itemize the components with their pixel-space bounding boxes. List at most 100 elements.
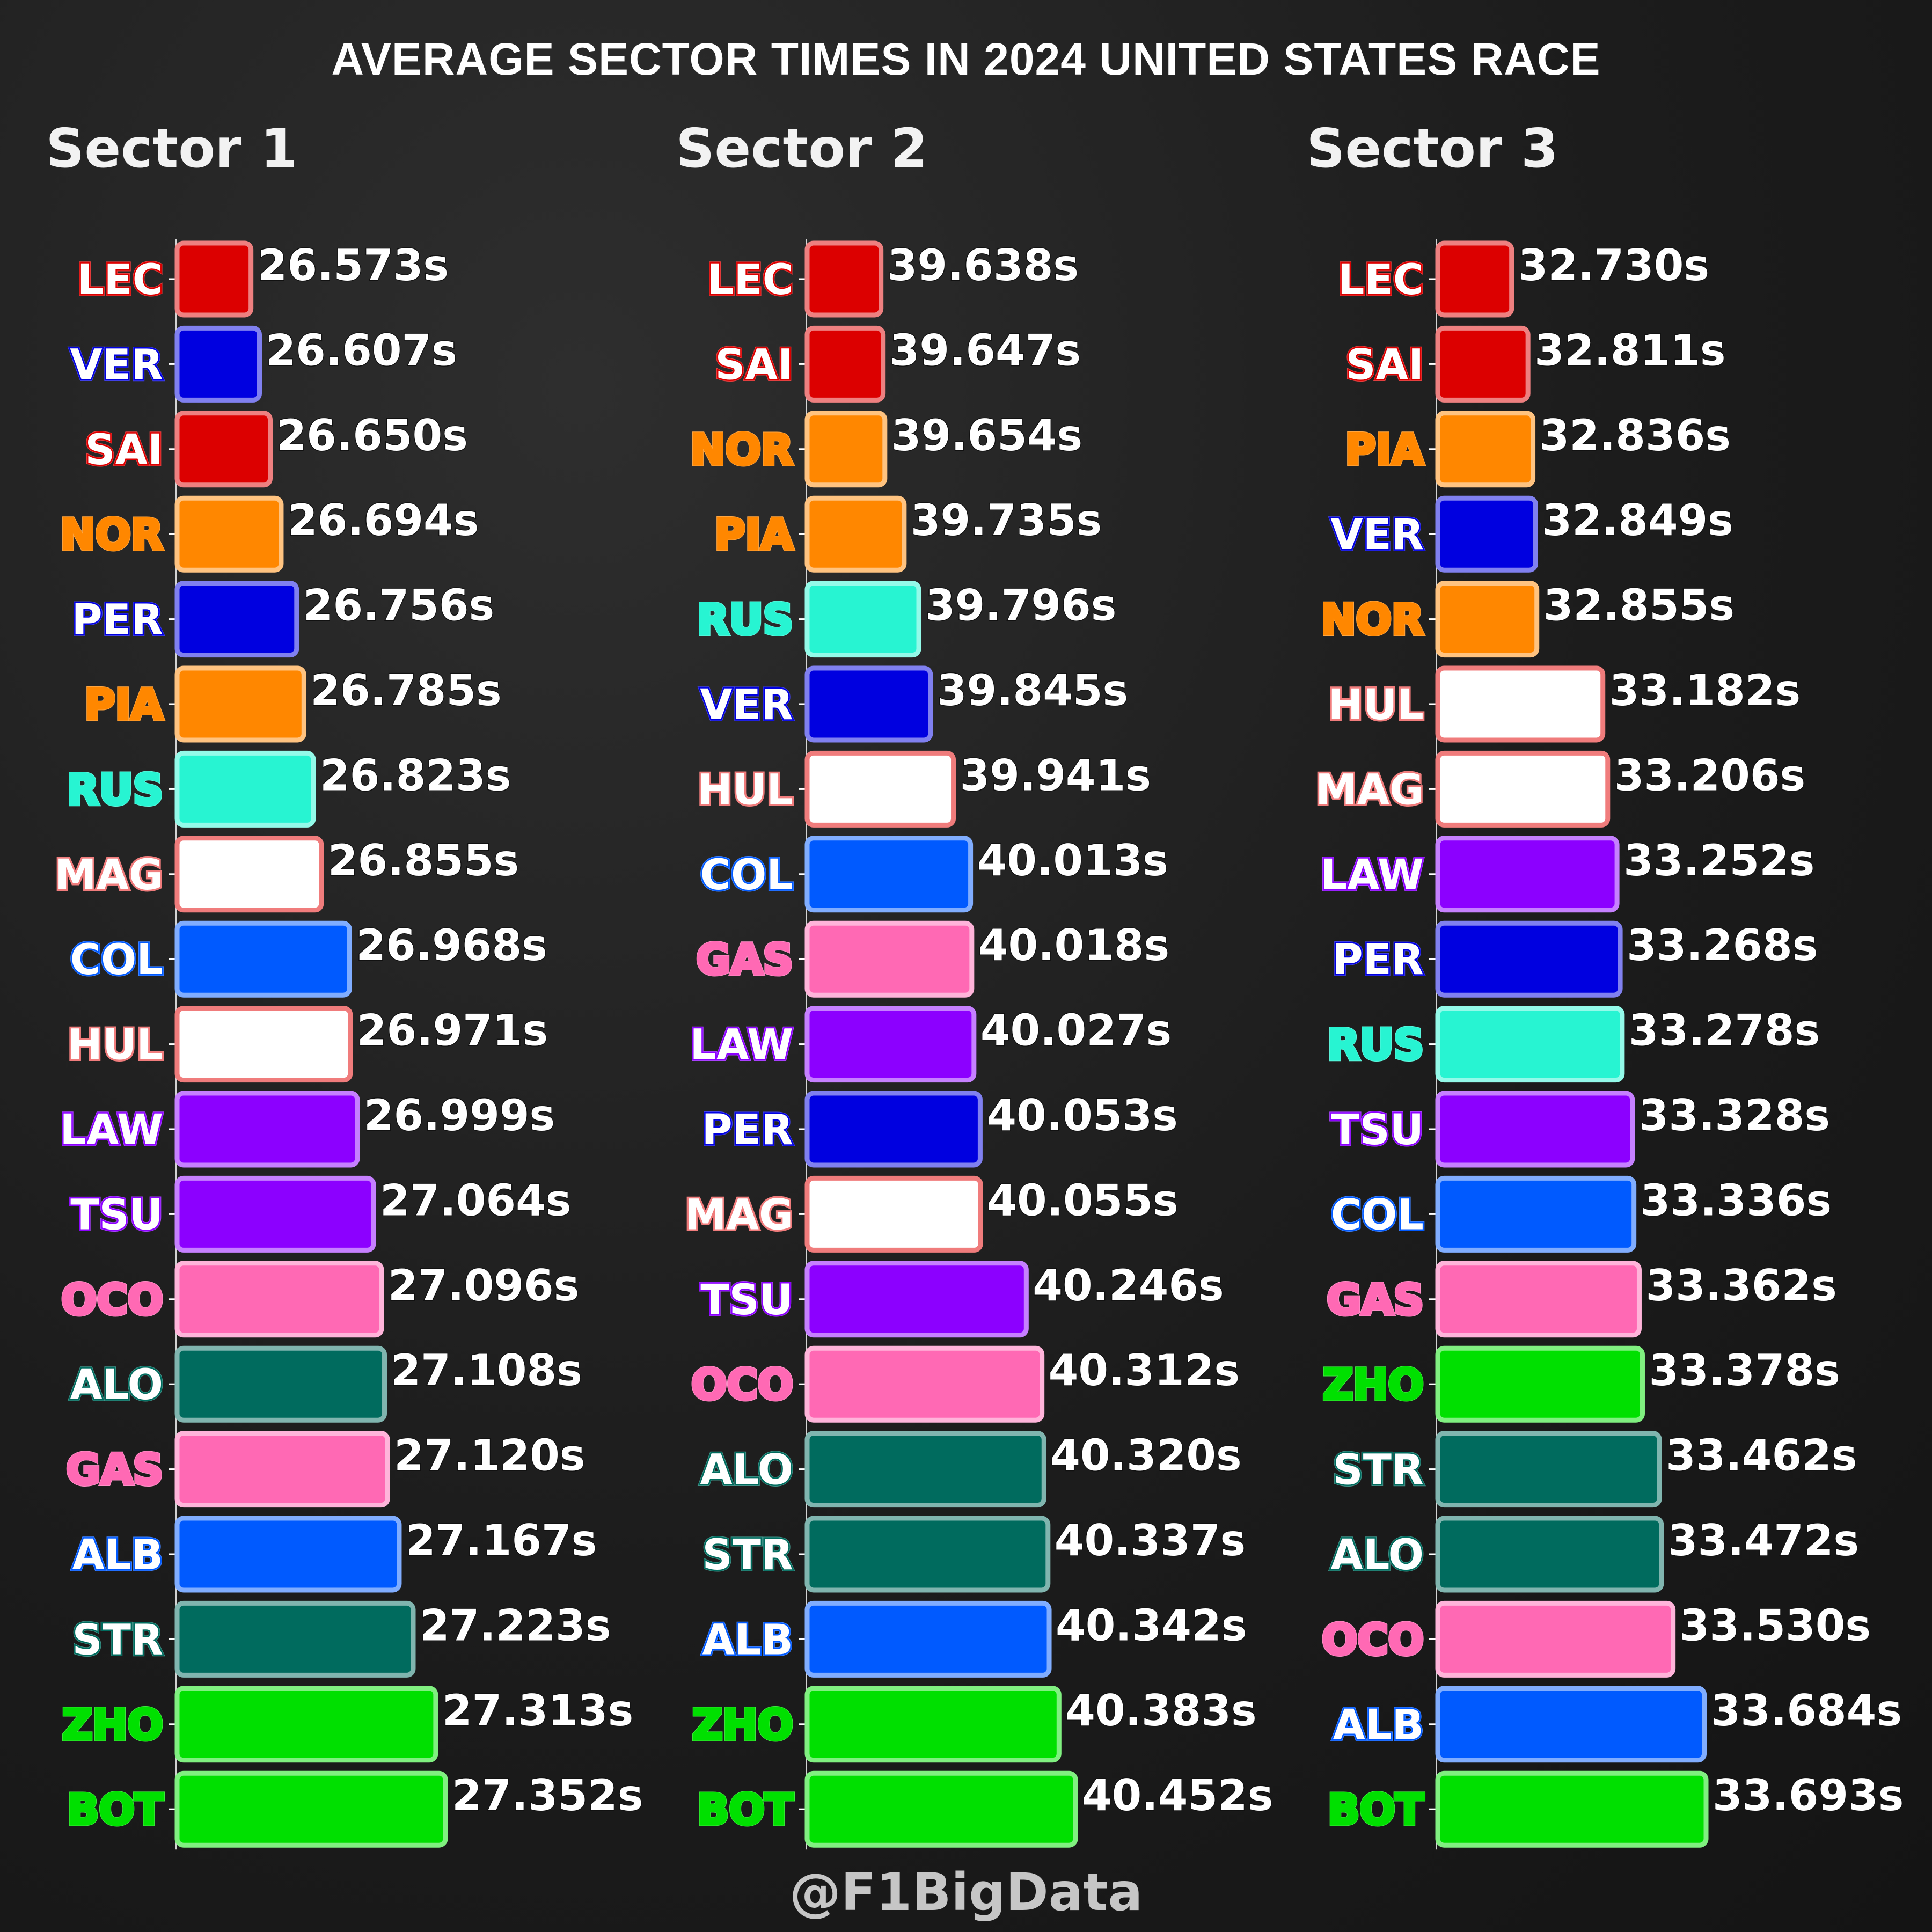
bar-alb (174, 1516, 402, 1593)
value-label-sai: 39.647s (890, 325, 1081, 375)
driver-label-text-col: COL (70, 936, 163, 984)
bar-bot (804, 1770, 1078, 1848)
driver-label-text-rus: RUS (67, 766, 163, 814)
driver-label-text-alo: ALO (70, 1361, 163, 1409)
bar-str (804, 1516, 1051, 1593)
bar-str (1435, 1431, 1662, 1508)
driver-label-gas: GAS (66, 1446, 163, 1495)
bar-hul (1435, 665, 1606, 743)
driver-label-text-bot: BOT (697, 1786, 793, 1834)
value-label-str: 27.223s (420, 1600, 611, 1650)
driver-label-gas: GAS (1327, 1276, 1424, 1324)
value-label-mag: 33.206s (1614, 750, 1805, 800)
driver-label-per: PER (1332, 936, 1424, 984)
bar-ver (174, 325, 262, 402)
driver-label-nor: NOR (60, 511, 163, 559)
bar-sai (804, 325, 886, 402)
value-label-zho: 27.313s (442, 1686, 633, 1736)
value-label-zho: 40.383s (1065, 1686, 1256, 1736)
driver-label-zho: ZHO (692, 1701, 793, 1750)
value-label-law: 26.999s (364, 1091, 555, 1140)
value-label-per: 33.268s (1627, 920, 1818, 970)
driver-label-text-col: COL (700, 851, 793, 899)
driver-label-col: COL (700, 851, 793, 899)
value-label-nor: 26.694s (288, 495, 479, 545)
bar-alo (1435, 1516, 1664, 1593)
driver-label-mag: MAG (685, 1191, 793, 1239)
value-label-zho: 33.378s (1649, 1345, 1840, 1395)
bar-pia (1435, 411, 1536, 488)
driver-label-text-alb: ALB (1333, 1701, 1424, 1750)
driver-label-text-law: LAW (60, 1106, 163, 1154)
driver-label-text-hul: HUL (1328, 681, 1424, 729)
driver-label-text-ver: VER (700, 681, 793, 729)
driver-label-pia: PIA (714, 511, 793, 559)
driver-label-zho: ZHO (1323, 1361, 1424, 1409)
driver-label-alo: ALO (70, 1361, 163, 1409)
bar-law (174, 1091, 360, 1168)
value-label-law: 40.027s (980, 1006, 1172, 1056)
driver-label-alb: ALB (702, 1616, 793, 1664)
driver-label-zho: ZHO (62, 1701, 163, 1750)
driver-label-per: PER (701, 1106, 793, 1154)
bar-col (804, 836, 974, 913)
driver-label-text-hul: HUL (698, 766, 793, 814)
bar-sai (1435, 325, 1531, 402)
driver-label-text-ver: VER (70, 341, 163, 389)
bar-str (174, 1600, 416, 1678)
driver-label-ver: VER (70, 341, 163, 389)
driver-label-law: LAW (60, 1106, 163, 1154)
driver-label-hul: HUL (698, 766, 793, 814)
driver-label-text-gas: GAS (696, 936, 793, 984)
driver-label-pia: PIA (1345, 426, 1424, 474)
value-label-pia: 32.836s (1540, 411, 1731, 460)
driver-label-mag: MAG (1315, 766, 1424, 814)
driver-label-text-tsu: TSU (700, 1276, 793, 1324)
value-label-alo: 33.472s (1668, 1516, 1859, 1565)
driver-label-text-oco: OCO (1322, 1616, 1424, 1664)
driver-label-text-bot: BOT (1328, 1786, 1424, 1834)
driver-label-text-lec: LEC (707, 256, 793, 304)
driver-label-text-lec: LEC (77, 256, 163, 304)
value-label-lec: 39.638s (888, 240, 1079, 290)
driver-label-rus: RUS (1327, 1021, 1424, 1070)
driver-label-text-per: PER (1332, 936, 1424, 984)
driver-label-tsu: TSU (700, 1276, 793, 1324)
driver-label-text-tsu: TSU (1331, 1106, 1424, 1154)
driver-label-ver: VER (1330, 511, 1424, 559)
value-label-mag: 26.855s (328, 836, 519, 885)
chart-title: AVERAGE SECTOR TIMES IN 2024 UNITED STAT… (331, 34, 1601, 84)
driver-label-text-nor: NOR (690, 426, 793, 474)
bar-lec (1435, 240, 1514, 318)
bar-oco (174, 1261, 384, 1338)
bar-gas (1435, 1261, 1642, 1338)
driver-label-text-rus: RUS (697, 596, 793, 645)
driver-label-text-pia: PIA (84, 681, 163, 729)
driver-label-text-tsu: TSU (70, 1191, 163, 1239)
sector-1-panel: Sector 1 LEC LEC 26.573s VER VER 26.607s SAI SA… (0, 0, 644, 1932)
value-label-bot: 33.693s (1713, 1770, 1904, 1820)
driver-label-rus: RUS (697, 596, 793, 645)
driver-label-text-oco: OCO (691, 1361, 793, 1409)
driver-label-lec: LEC (77, 256, 163, 304)
value-label-ver: 39.845s (937, 665, 1128, 715)
driver-label-lec: LEC (1338, 256, 1424, 304)
value-label-tsu: 40.246s (1033, 1261, 1224, 1311)
bar-bot (174, 1770, 448, 1848)
driver-label-ver: VER (700, 681, 793, 729)
bar-nor (804, 411, 888, 488)
bar-lec (174, 240, 254, 318)
driver-label-text-law: LAW (690, 1021, 793, 1070)
bar-hul (174, 1006, 353, 1083)
driver-label-hul: HUL (1328, 681, 1424, 729)
driver-label-text-per: PER (701, 1106, 793, 1154)
bar-per (1435, 920, 1623, 998)
bar-law (1435, 836, 1620, 913)
value-label-rus: 26.823s (320, 750, 511, 800)
value-label-mag: 40.055s (987, 1175, 1178, 1225)
driver-label-nor: NOR (690, 426, 793, 474)
bar-zho (804, 1686, 1062, 1763)
bar-tsu (804, 1261, 1029, 1338)
